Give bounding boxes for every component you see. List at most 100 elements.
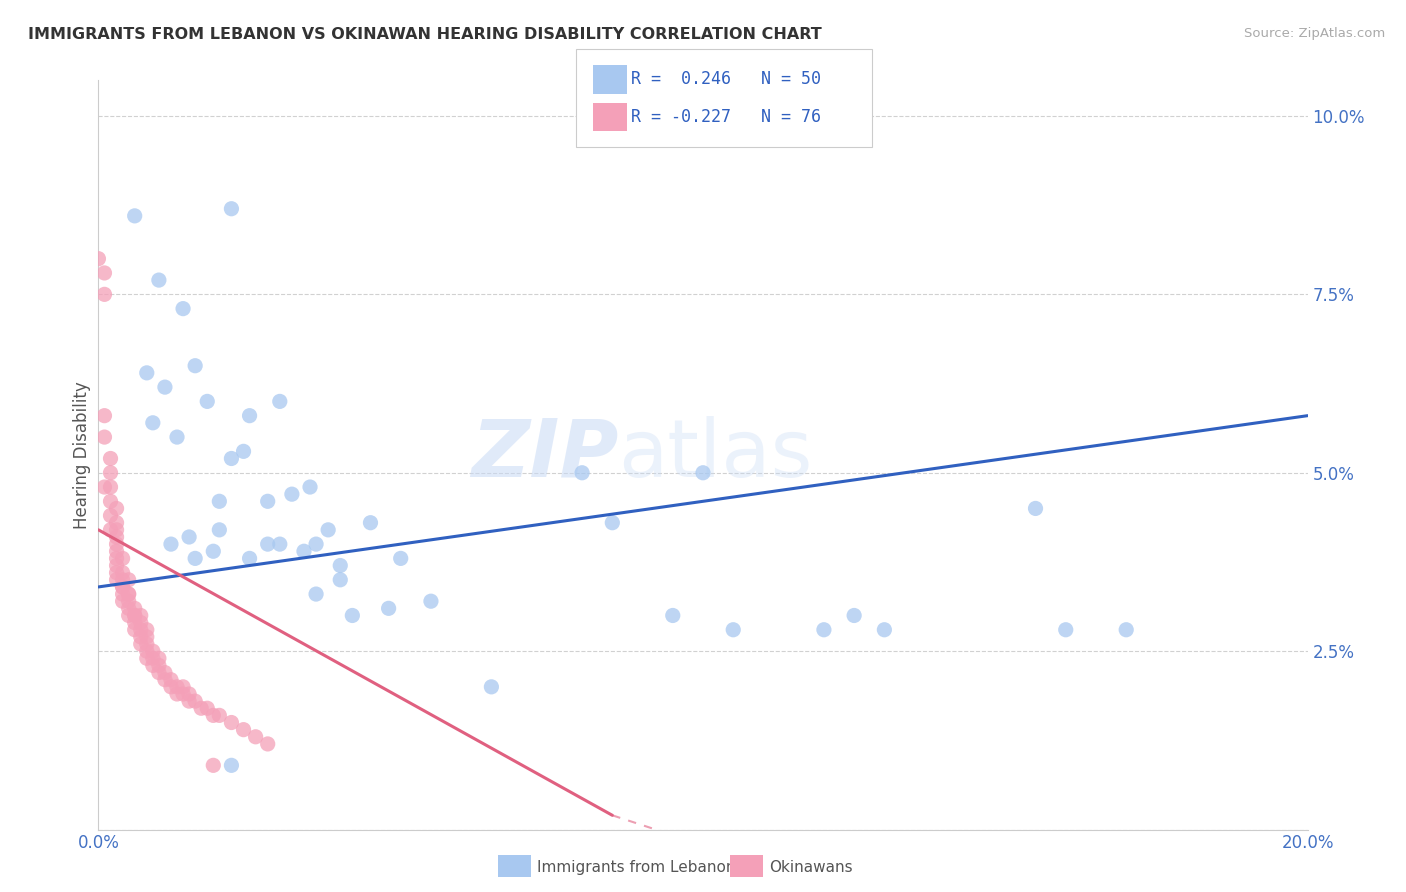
- Point: [184, 551, 207, 566]
- Point: [111, 573, 134, 587]
- Point: [124, 601, 146, 615]
- Point: [124, 608, 146, 623]
- Point: [172, 301, 194, 316]
- Point: [179, 530, 201, 544]
- Point: [239, 409, 262, 423]
- Point: [723, 623, 745, 637]
- Point: [118, 587, 141, 601]
- Point: [305, 587, 328, 601]
- Point: [118, 608, 141, 623]
- Point: [100, 494, 122, 508]
- Point: [202, 758, 225, 772]
- Point: [105, 558, 128, 573]
- Point: [160, 537, 183, 551]
- Point: [93, 287, 115, 301]
- Point: [844, 608, 866, 623]
- Point: [142, 658, 165, 673]
- Point: [160, 680, 183, 694]
- Point: [1054, 623, 1077, 637]
- Point: [142, 651, 165, 665]
- Point: [111, 566, 134, 580]
- Point: [292, 544, 315, 558]
- Point: [316, 523, 339, 537]
- Point: [661, 608, 683, 623]
- Point: [129, 630, 152, 644]
- Point: [221, 758, 243, 772]
- Point: [142, 416, 165, 430]
- Point: [135, 630, 157, 644]
- Point: [153, 673, 176, 687]
- Point: [208, 494, 231, 508]
- Point: [118, 587, 141, 601]
- Text: R =  0.246   N = 50: R = 0.246 N = 50: [631, 70, 821, 88]
- Text: ZIP: ZIP: [471, 416, 619, 494]
- Point: [129, 637, 152, 651]
- Point: [142, 644, 165, 658]
- Point: [360, 516, 382, 530]
- Point: [153, 665, 176, 680]
- Point: [873, 623, 896, 637]
- Point: [111, 580, 134, 594]
- Point: [111, 594, 134, 608]
- Point: [100, 451, 122, 466]
- Point: [202, 708, 225, 723]
- Text: Okinawans: Okinawans: [769, 860, 852, 874]
- Point: [179, 694, 201, 708]
- Point: [153, 380, 176, 394]
- Point: [179, 687, 201, 701]
- Point: [100, 480, 122, 494]
- Point: [129, 615, 152, 630]
- Point: [100, 508, 122, 523]
- Point: [148, 651, 170, 665]
- Point: [184, 359, 207, 373]
- Point: [269, 394, 291, 409]
- Point: [329, 573, 352, 587]
- Point: [100, 466, 122, 480]
- Point: [105, 566, 128, 580]
- Point: [135, 644, 157, 658]
- Text: IMMIGRANTS FROM LEBANON VS OKINAWAN HEARING DISABILITY CORRELATION CHART: IMMIGRANTS FROM LEBANON VS OKINAWAN HEAR…: [28, 27, 823, 42]
- Point: [602, 516, 624, 530]
- Point: [93, 430, 115, 444]
- Point: [813, 623, 835, 637]
- Point: [111, 551, 134, 566]
- Point: [221, 202, 243, 216]
- Point: [232, 444, 254, 458]
- Point: [377, 601, 399, 615]
- Point: [571, 466, 593, 480]
- Point: [256, 737, 278, 751]
- Point: [166, 687, 188, 701]
- Point: [195, 701, 218, 715]
- Point: [124, 209, 146, 223]
- Point: [184, 694, 207, 708]
- Point: [245, 730, 267, 744]
- Point: [195, 394, 218, 409]
- Point: [105, 530, 128, 544]
- Point: [105, 501, 128, 516]
- Point: [208, 708, 231, 723]
- Point: [135, 637, 157, 651]
- Point: [135, 366, 157, 380]
- Point: [305, 537, 328, 551]
- Point: [221, 451, 243, 466]
- Point: [420, 594, 443, 608]
- Point: [281, 487, 304, 501]
- Point: [111, 587, 134, 601]
- Point: [256, 537, 278, 551]
- Point: [389, 551, 412, 566]
- Point: [166, 430, 188, 444]
- Text: Source: ZipAtlas.com: Source: ZipAtlas.com: [1244, 27, 1385, 40]
- Point: [124, 623, 146, 637]
- Point: [124, 608, 146, 623]
- Point: [148, 665, 170, 680]
- Point: [692, 466, 714, 480]
- Text: Immigrants from Lebanon: Immigrants from Lebanon: [537, 860, 735, 874]
- Point: [166, 680, 188, 694]
- Point: [269, 537, 291, 551]
- Point: [118, 573, 141, 587]
- Point: [256, 494, 278, 508]
- Point: [148, 273, 170, 287]
- Point: [481, 680, 503, 694]
- Point: [329, 558, 352, 573]
- Point: [93, 266, 115, 280]
